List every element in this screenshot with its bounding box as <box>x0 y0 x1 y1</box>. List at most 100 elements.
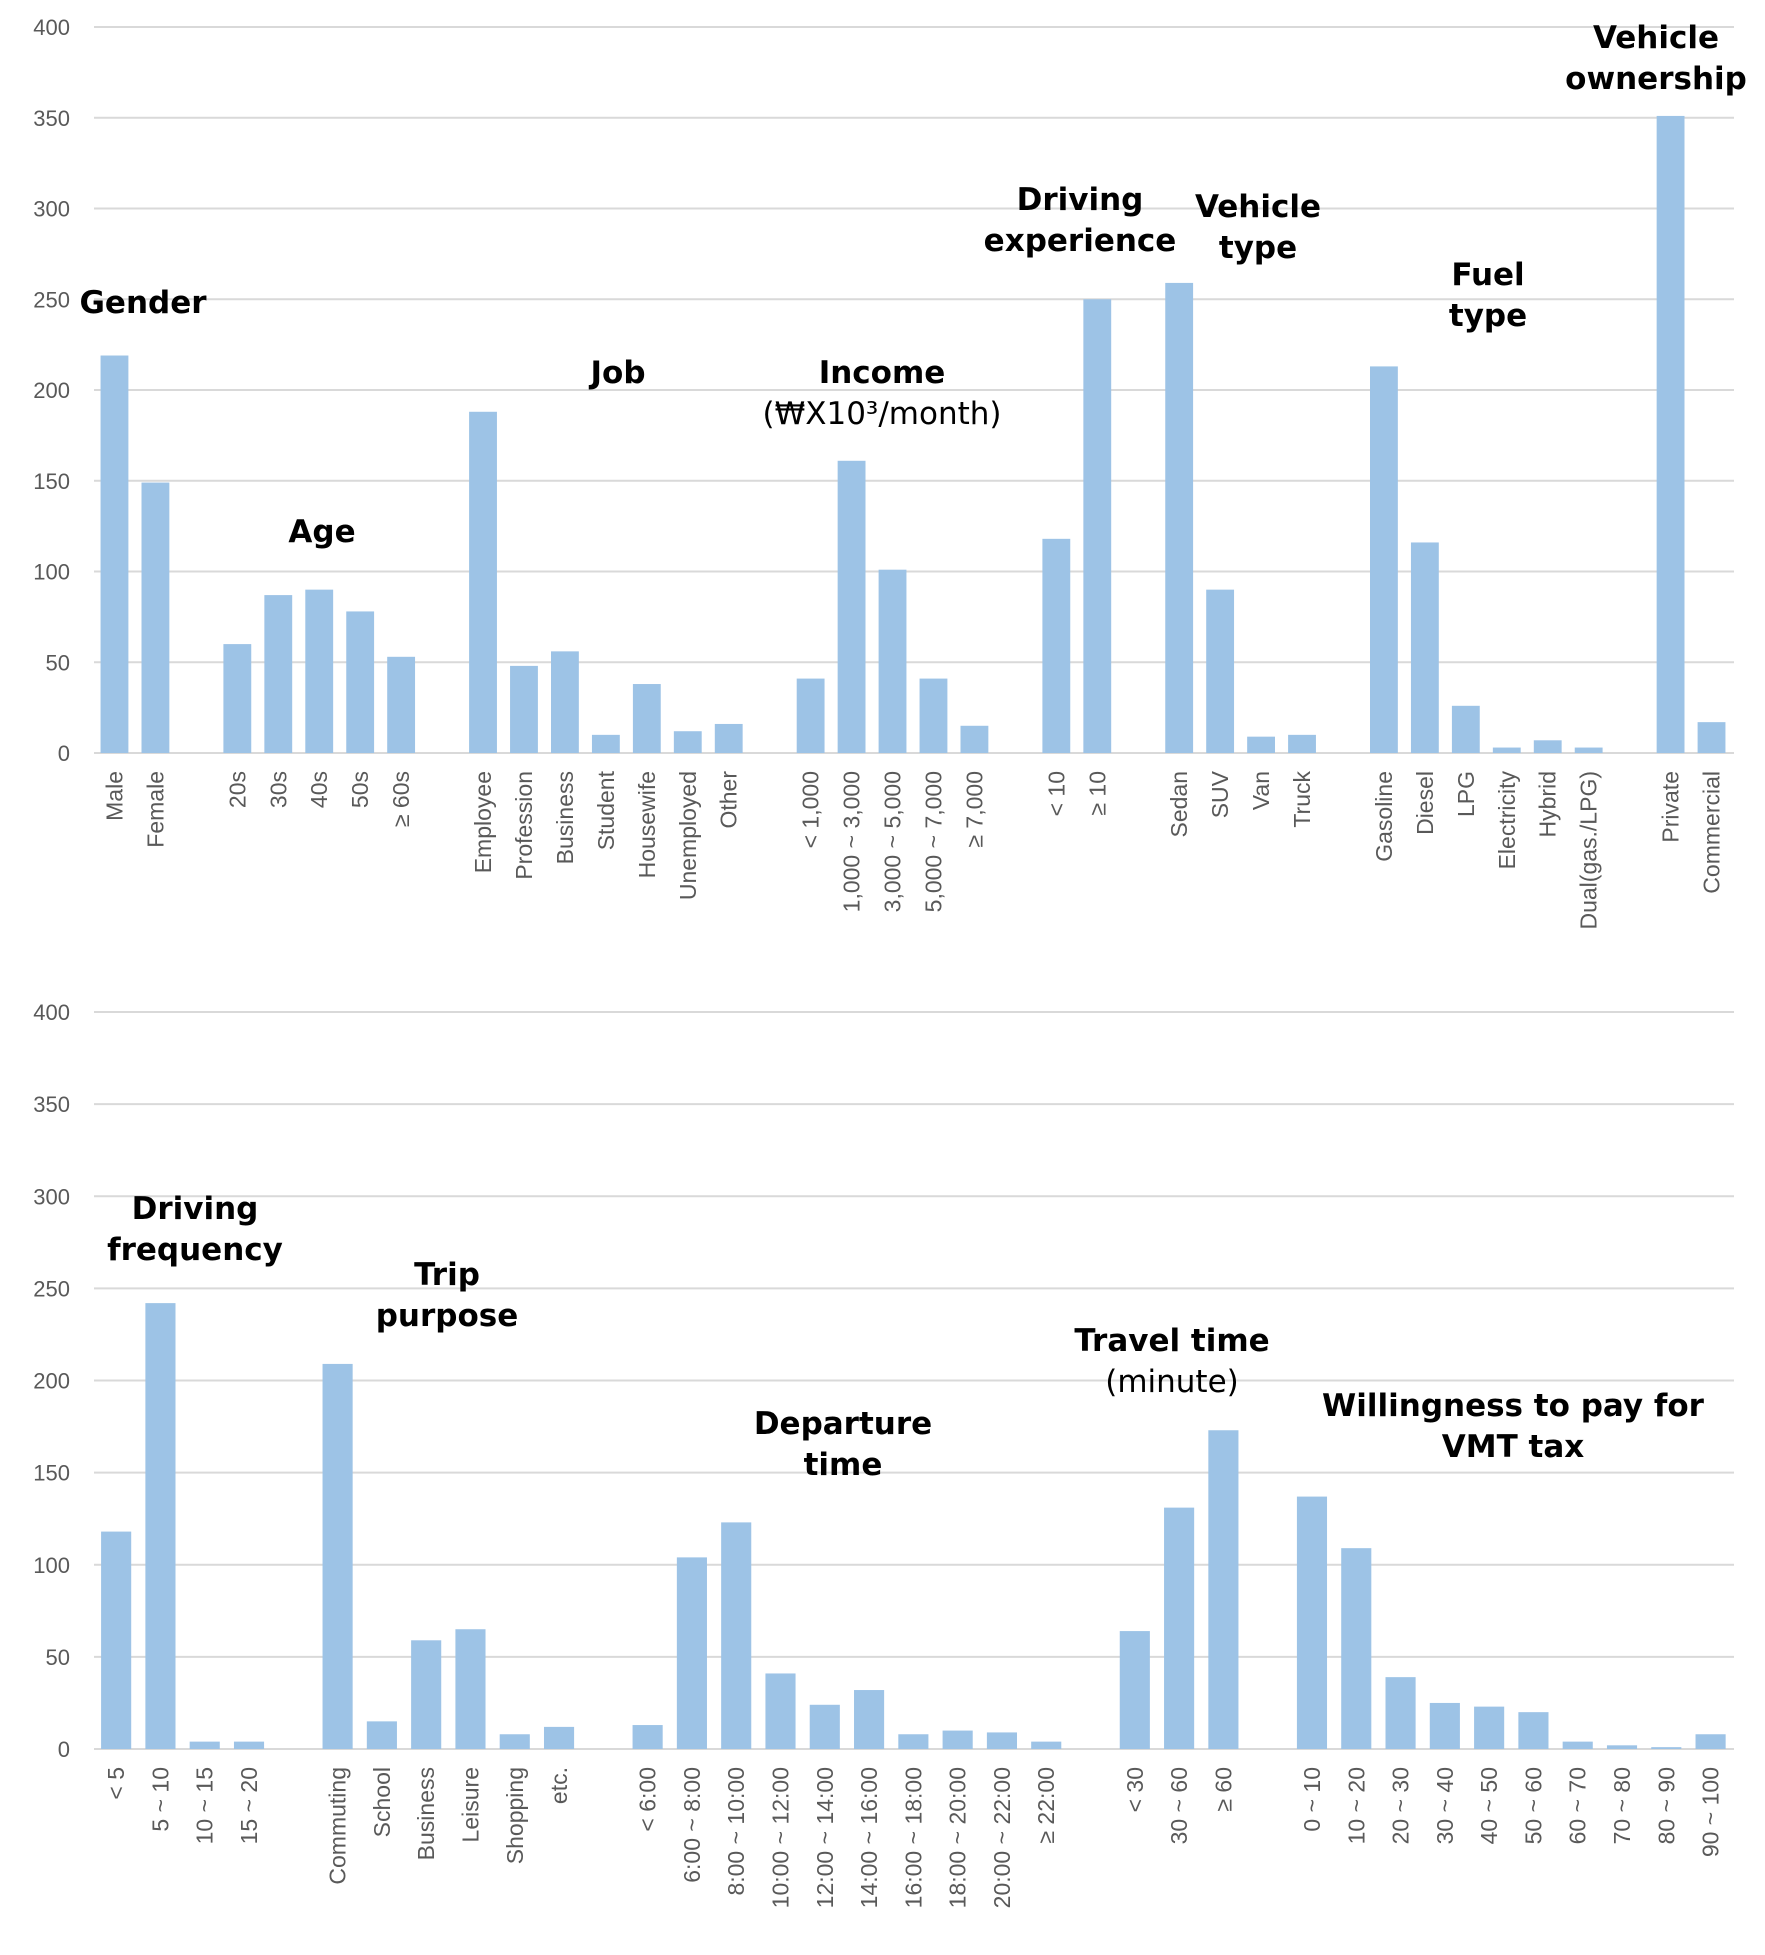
bar <box>1429 1702 1460 1749</box>
bar <box>510 665 538 753</box>
x-tick-label: Business <box>413 1767 439 1860</box>
x-tick-label: Leisure <box>457 1767 483 1842</box>
bar <box>411 1640 442 1749</box>
x-tick-label: 3,000 ~ 5,000 <box>880 771 906 912</box>
y-tick-label: 400 <box>33 15 70 40</box>
x-tick-label: etc. <box>546 1767 572 1804</box>
y-tick-label: 100 <box>33 1553 70 1578</box>
x-tick-label: Unemployed <box>675 771 701 900</box>
bar <box>305 589 334 753</box>
bar <box>591 734 620 753</box>
group-title: Income <box>819 355 946 391</box>
y-tick-label: 50 <box>46 650 70 675</box>
x-tick-label: 6:00 ~ 8:00 <box>679 1767 705 1883</box>
bar <box>1341 1548 1372 1749</box>
x-tick-label: 14:00 ~ 16:00 <box>856 1767 882 1908</box>
bar <box>1164 1507 1195 1749</box>
x-tick-label: < 30 <box>1122 1767 1148 1812</box>
bar <box>387 656 416 753</box>
x-tick-label: Female <box>142 771 168 848</box>
bar <box>898 1734 929 1749</box>
y-tick-label: 0 <box>58 1737 70 1762</box>
x-tick-label: 50 ~ 60 <box>1520 1767 1546 1844</box>
bar <box>1606 1745 1638 1749</box>
bar <box>1206 589 1235 753</box>
bar <box>809 1704 840 1749</box>
x-tick-label: 12:00 ~ 14:00 <box>812 1767 838 1908</box>
y-tick-label: 200 <box>33 1369 70 1394</box>
bar-group: 0 ~ 10 10 ~ 20 20 ~ 30 30 ~ 40 40 ~ 50 50 ~ 6… <box>1296 1388 1726 1857</box>
x-tick-label: 10 ~ 15 <box>192 1767 218 1844</box>
x-tick-label: ≥ 60s <box>388 771 414 827</box>
bar <box>960 725 989 753</box>
bar <box>854 1690 885 1749</box>
y-tick-label: 350 <box>33 106 70 131</box>
x-tick-label: 16:00 ~ 18:00 <box>900 1767 926 1908</box>
bar <box>1492 747 1521 753</box>
bar <box>1247 736 1275 753</box>
bar-group: Sedan SUV Van Truck Vehicle type <box>1165 189 1321 838</box>
x-tick-label: 0 ~ 10 <box>1299 1767 1325 1832</box>
x-tick-label: Student <box>593 770 619 850</box>
group-title: Vehicle <box>1593 20 1719 56</box>
x-tick-label: Housewife <box>634 771 660 878</box>
x-tick-label: 90 ~ 100 <box>1698 1767 1724 1857</box>
bar <box>1697 722 1726 753</box>
bar-group: < 1,000 1,000 ~ 3,000 3,000 ~ 5,000 5,000 ~… <box>762 355 1001 912</box>
bar <box>1410 542 1439 753</box>
bar <box>1208 1430 1239 1749</box>
x-tick-label: 18:00 ~ 20:00 <box>945 1767 971 1908</box>
x-tick-label: 20 ~ 30 <box>1388 1767 1414 1844</box>
bar <box>676 1557 707 1749</box>
x-tick-label: 80 ~ 90 <box>1653 1767 1679 1844</box>
x-tick-label: School <box>369 1767 395 1837</box>
x-tick-label: LPG <box>1453 771 1479 817</box>
y-tick-label: 200 <box>33 378 70 403</box>
group-title: purpose <box>376 1298 519 1334</box>
x-tick-label: Sedan <box>1166 771 1192 838</box>
bar <box>721 1522 752 1749</box>
group-subtitle: (minute) <box>1105 1364 1239 1400</box>
bar <box>499 1734 530 1749</box>
x-tick-label: Employee <box>470 771 496 873</box>
bar <box>796 678 825 753</box>
group-title: Driving <box>1017 182 1144 218</box>
group-title: Age <box>288 514 355 550</box>
x-tick-label: 40 ~ 50 <box>1476 1767 1502 1844</box>
x-tick-label: Commercial <box>1699 771 1725 894</box>
bar <box>1695 1734 1726 1749</box>
bar <box>1518 1712 1549 1749</box>
group-title: Trip <box>414 1257 480 1293</box>
x-tick-label: Business <box>552 771 578 864</box>
y-tick-label: 0 <box>58 741 70 766</box>
group-title: frequency <box>107 1232 283 1268</box>
x-tick-label: 30s <box>265 771 291 808</box>
x-tick-label: Van <box>1248 771 1274 810</box>
x-tick-label: SUV <box>1207 770 1233 818</box>
bar <box>551 651 579 753</box>
bar <box>223 644 252 753</box>
bar <box>189 1741 220 1749</box>
x-tick-label: 10 ~ 20 <box>1343 1767 1369 1844</box>
y-tick-label: 150 <box>33 1461 70 1486</box>
bar <box>1083 299 1112 753</box>
y-tick-label: 300 <box>33 197 70 222</box>
chart-2: 0 50 100 150 200 250 300 350 400 < 5 5 ~ 10 10 ~ 15… <box>33 1000 1734 1908</box>
y-tick-label: 150 <box>33 469 70 494</box>
x-tick-label: 50s <box>347 771 373 808</box>
group-title: Driving <box>132 1191 259 1227</box>
bar <box>765 1673 796 1749</box>
bar <box>632 1725 663 1749</box>
bar <box>1119 1631 1150 1749</box>
group-title: VMT tax <box>1442 1429 1585 1465</box>
bar <box>878 569 907 753</box>
bar <box>455 1629 486 1749</box>
bar <box>837 460 866 753</box>
bar <box>1031 1741 1062 1749</box>
group-title: Gender <box>79 285 207 321</box>
bar-group: 20s 30s 40s 50s ≥ 60s Age <box>223 514 416 827</box>
group-title: time <box>804 1447 883 1483</box>
bar-group: Commuting School Business Leisure Shopping et… <box>322 1257 575 1885</box>
x-tick-label: Gasoline <box>1371 771 1397 862</box>
